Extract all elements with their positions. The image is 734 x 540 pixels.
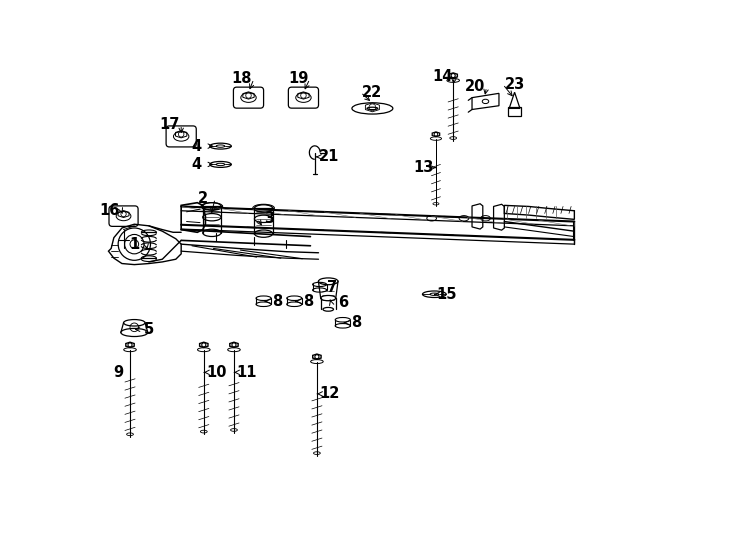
Text: 16: 16: [99, 203, 120, 218]
Text: 8: 8: [302, 294, 313, 309]
Text: 23: 23: [504, 77, 525, 92]
Text: 22: 22: [363, 85, 382, 100]
Text: 11: 11: [236, 365, 257, 380]
Text: 10: 10: [206, 365, 226, 380]
Text: 18: 18: [232, 71, 252, 86]
Text: 1: 1: [129, 237, 139, 252]
Text: 6: 6: [338, 295, 348, 310]
Bar: [508, 107, 521, 116]
Text: 3: 3: [264, 211, 274, 226]
Text: 19: 19: [288, 71, 308, 86]
Text: 2: 2: [198, 191, 208, 206]
Text: 21: 21: [319, 150, 340, 164]
Text: 4: 4: [191, 139, 201, 153]
Text: 9: 9: [113, 365, 123, 380]
Text: 7: 7: [327, 280, 337, 295]
Text: 8: 8: [351, 315, 361, 330]
Text: 5: 5: [144, 322, 154, 337]
Text: 20: 20: [465, 79, 485, 94]
Text: 15: 15: [437, 287, 457, 302]
Text: 8: 8: [272, 294, 282, 309]
Text: 14: 14: [432, 69, 453, 84]
Text: 17: 17: [159, 117, 180, 132]
Text: 4: 4: [191, 157, 201, 172]
Text: 13: 13: [413, 160, 434, 175]
Text: 12: 12: [319, 387, 340, 401]
